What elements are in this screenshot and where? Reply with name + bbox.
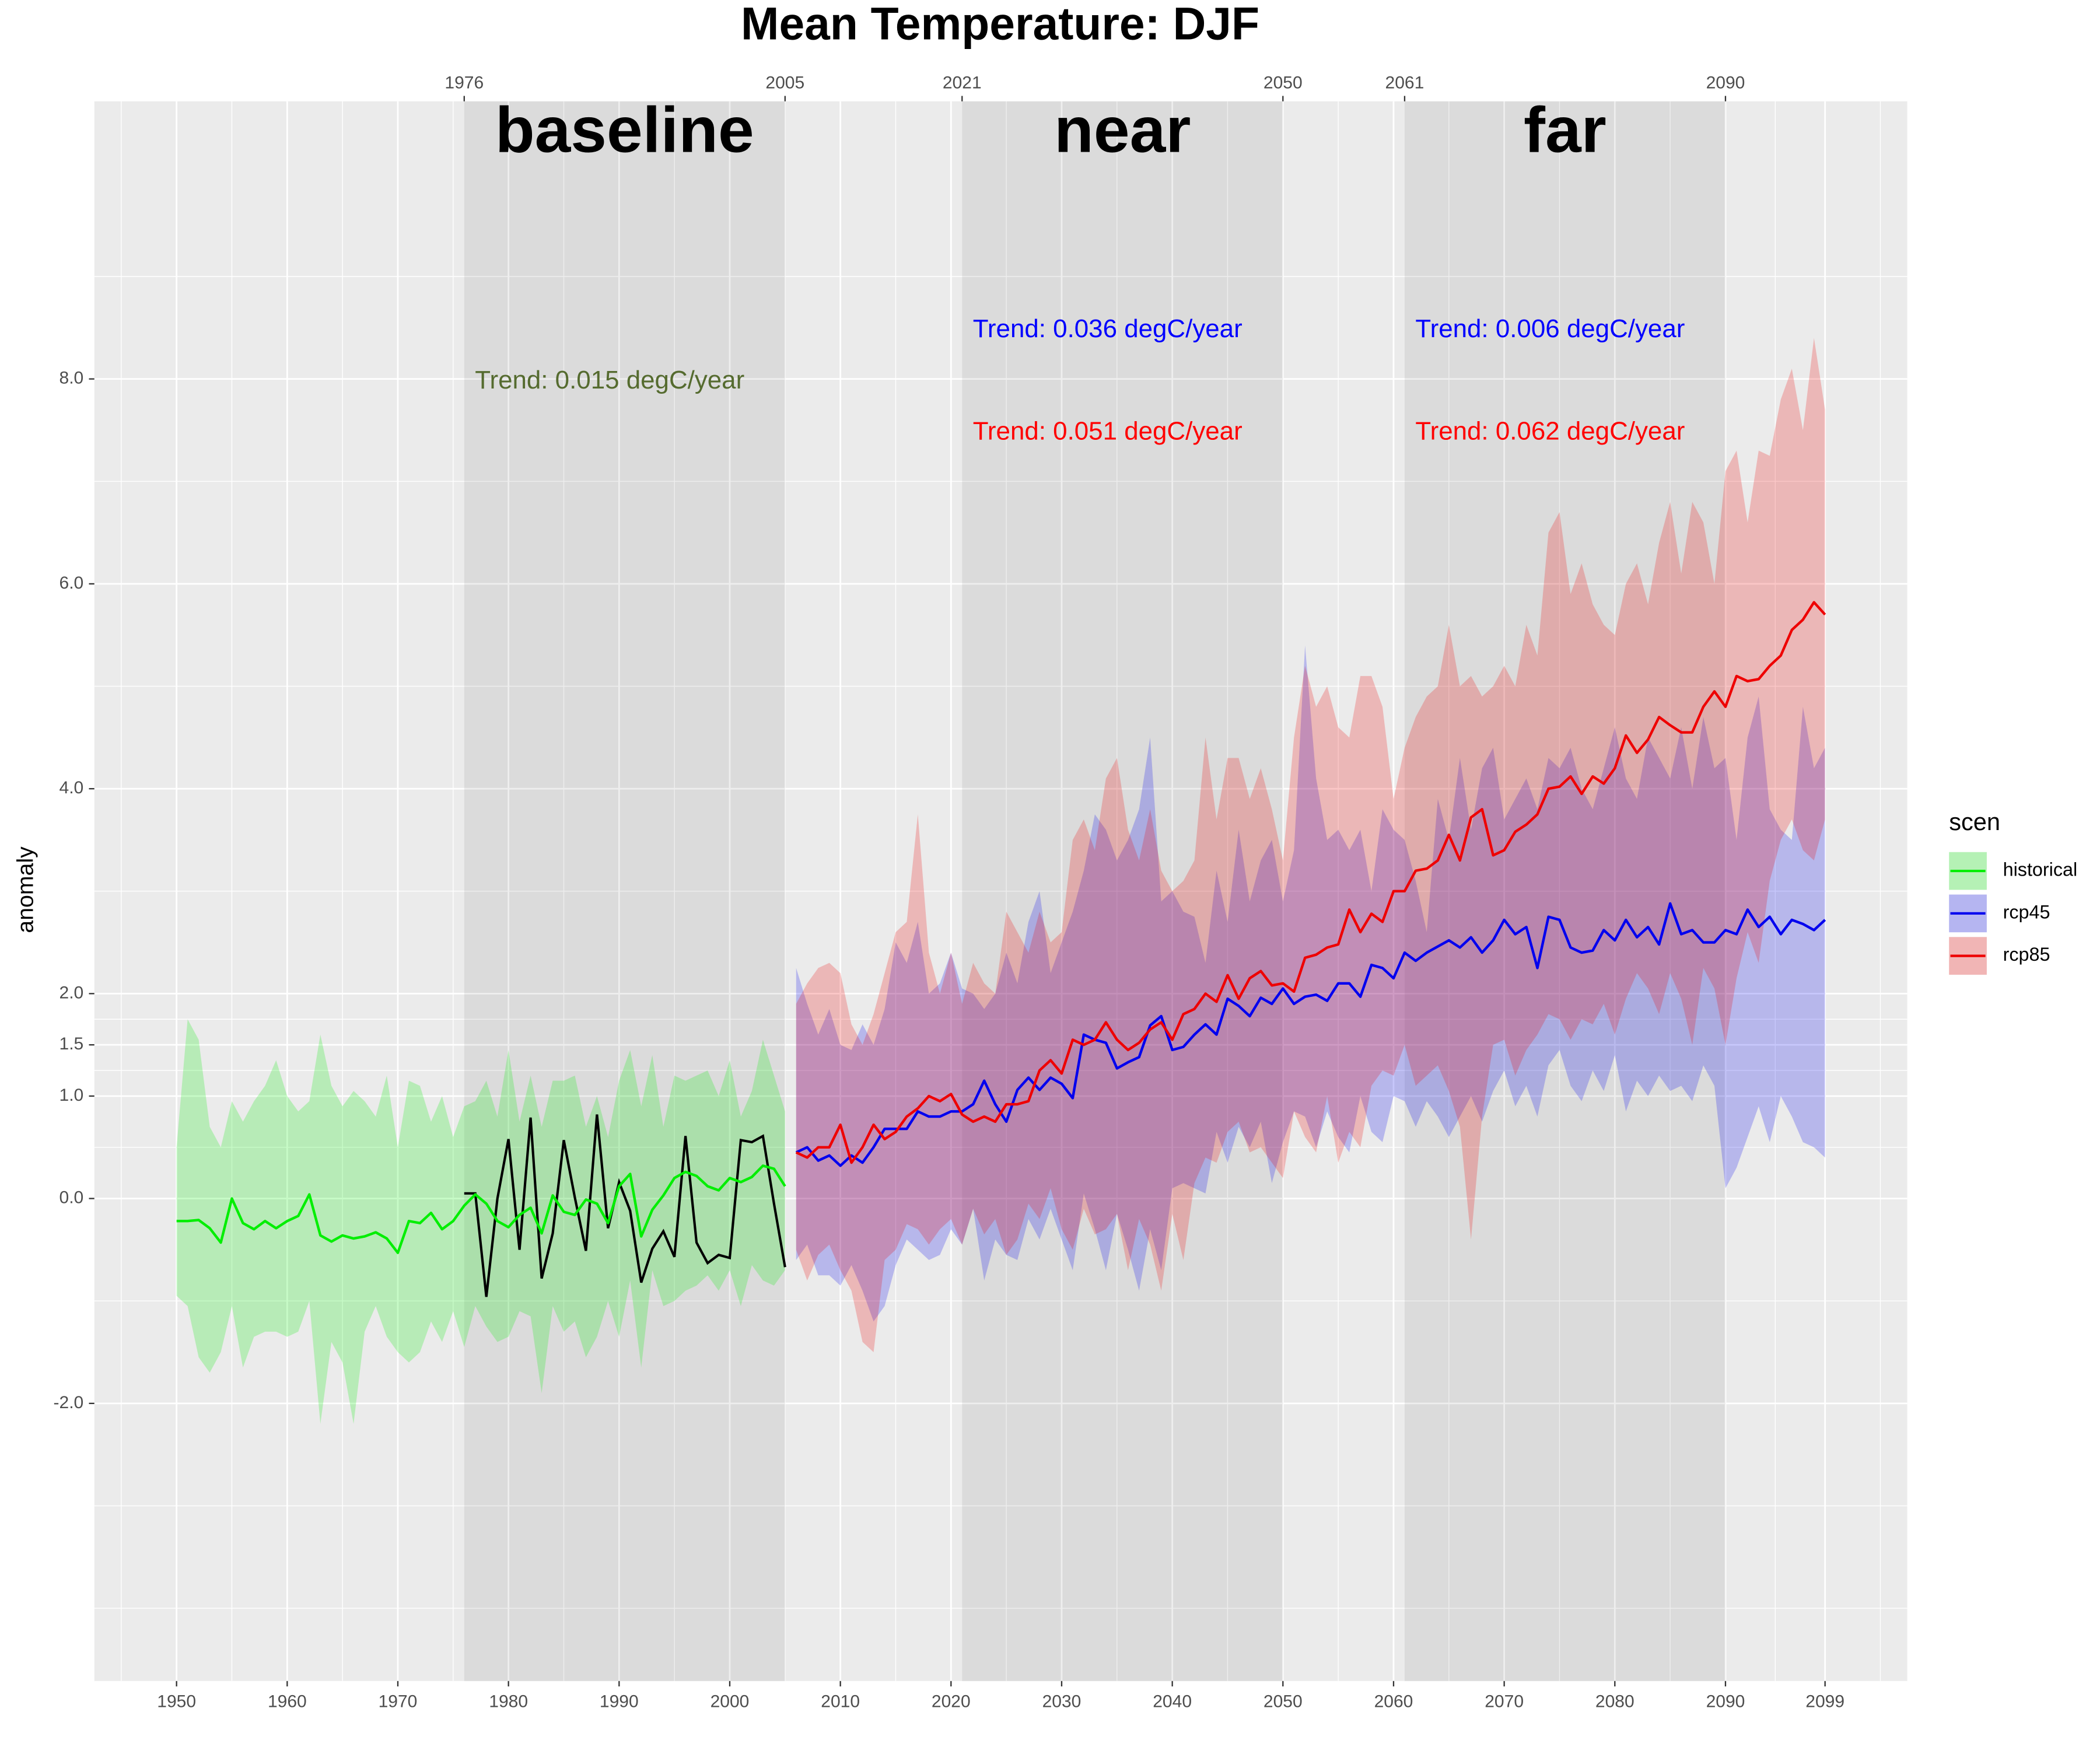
y-tick-label: 2.0 [60, 983, 84, 1002]
trend-annotation: Trend: 0.036 degC/year [973, 314, 1242, 343]
top-tick-label: 2021 [943, 74, 982, 93]
x-tick-label: 2020 [932, 1692, 971, 1712]
ribbon [796, 645, 1825, 1322]
y-tick-label: 8.0 [60, 369, 84, 388]
top-tick-label: 1976 [444, 74, 484, 93]
x-tick-label: 2060 [1374, 1692, 1413, 1712]
series-line [795, 902, 1826, 1167]
trend-annotation: Trend: 0.062 degC/year [1415, 417, 1685, 446]
period-label: near [1054, 94, 1191, 166]
x-tick-label: 2000 [710, 1692, 750, 1712]
legend-label: historical [2003, 859, 2078, 880]
top-tick-label: 2061 [1385, 74, 1424, 93]
y-tick-label: 6.0 [60, 573, 84, 593]
x-tick-label: 1990 [600, 1692, 639, 1712]
y-tick-label: 0.0 [60, 1188, 84, 1208]
top-tick-label: 2005 [765, 74, 804, 93]
period-shade [464, 101, 785, 1681]
x-tick-label: 2090 [1706, 1692, 1745, 1712]
period-label: baseline [495, 94, 754, 166]
series-line [795, 601, 1826, 1164]
chart-title: Mean Temperature: DJF [741, 0, 1259, 49]
period-label: far [1524, 94, 1606, 166]
x-tick-label: 2070 [1485, 1692, 1524, 1712]
period-shade [1404, 101, 1726, 1681]
data-layer [176, 338, 1826, 1424]
x-tick-label: 2040 [1153, 1692, 1192, 1712]
x-tick-label: 1980 [489, 1692, 528, 1712]
top-tick-label: 2090 [1706, 74, 1745, 93]
reference-line [464, 1114, 786, 1297]
x-tick-label: 1950 [157, 1692, 196, 1712]
y-tick-label: 1.0 [60, 1086, 84, 1105]
x-tick-label: 2030 [1042, 1692, 1082, 1712]
x-tick-label: 2010 [821, 1692, 860, 1712]
x-tick-label: 1970 [379, 1692, 418, 1712]
x-tick-label: 2099 [1805, 1692, 1845, 1712]
legend-label: rcp85 [2003, 944, 2050, 965]
legend-label: rcp45 [2003, 901, 2050, 922]
trend-annotation: Trend: 0.006 degC/year [1415, 314, 1685, 343]
trend-annotation: Trend: 0.015 degC/year [475, 366, 744, 394]
x-tick-label: 1960 [268, 1692, 307, 1712]
x-tick-label: 2080 [1595, 1692, 1634, 1712]
trend-annotation: Trend: 0.051 degC/year [973, 417, 1242, 446]
y-tick-label: 4.0 [60, 778, 84, 797]
legend-title: scen [1949, 808, 2000, 835]
y-tick-label: -2.0 [54, 1393, 84, 1412]
top-tick-label: 2050 [1264, 74, 1303, 93]
series-line [176, 1164, 786, 1254]
y-tick-label: 1.5 [60, 1034, 84, 1054]
ribbon [796, 338, 1825, 1353]
ribbon [176, 1019, 785, 1424]
x-tick-label: 2050 [1264, 1692, 1303, 1712]
y-axis-label: anomaly [13, 846, 38, 933]
period-shade [962, 101, 1283, 1681]
